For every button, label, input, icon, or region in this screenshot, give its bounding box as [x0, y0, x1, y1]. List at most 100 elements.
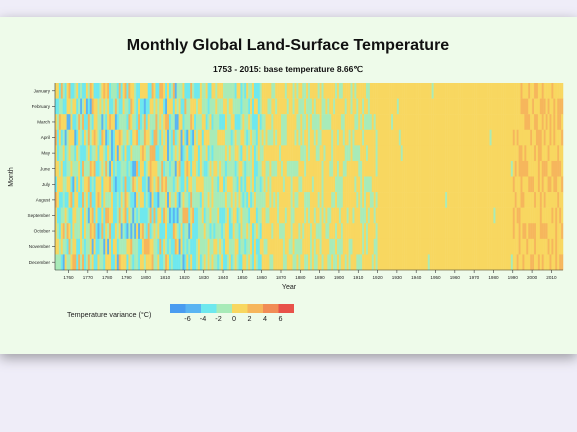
heatmap-cell: [506, 114, 510, 130]
heatmap-cell: [157, 192, 160, 208]
heatmap-cell: [381, 114, 384, 130]
heatmap-cell: [371, 223, 374, 240]
heatmap-cell: [157, 83, 160, 99]
heatmap-cell: [383, 114, 386, 130]
heatmap-cell: [420, 145, 423, 162]
heatmap-cell: [532, 238, 535, 255]
heatmap-cell: [308, 160, 311, 177]
heatmap-cell: [149, 176, 152, 193]
heatmap-cell: [352, 207, 355, 224]
heatmap-cell: [194, 129, 197, 146]
heatmap-cell: [400, 83, 403, 99]
heatmap-cell: [267, 238, 270, 255]
heatmap-cell: [350, 223, 353, 240]
heatmap-cell: [141, 83, 145, 99]
heatmap-cell: [491, 129, 494, 146]
heatmap-cell: [315, 114, 318, 130]
heatmap-cell: [224, 160, 228, 177]
heatmap-cell: [221, 238, 224, 255]
heatmap-cell: [323, 223, 326, 240]
heatmap-cell: [530, 129, 533, 146]
heatmap-cell: [55, 223, 58, 240]
heatmap-cell: [489, 254, 492, 271]
heatmap-cell: [141, 160, 145, 177]
heatmap-cell: [197, 114, 201, 130]
heatmap-cell: [340, 254, 344, 271]
heatmap-cell: [205, 83, 208, 99]
heatmap-cell: [491, 176, 494, 193]
heatmap-cell: [516, 129, 519, 146]
heatmap-cell: [447, 223, 450, 240]
heatmap-cell: [91, 160, 94, 177]
heatmap-cell: [91, 254, 94, 271]
heatmap-cell: [561, 176, 564, 193]
heatmap-cell: [62, 238, 65, 255]
heatmap-cell: [329, 207, 332, 224]
heatmap-cell: [184, 238, 187, 255]
heatmap-cell: [72, 160, 75, 177]
heatmap-cell: [373, 160, 376, 177]
heatmap-cell: [530, 160, 533, 177]
heatmap-cell: [391, 192, 394, 208]
heatmap-cell: [165, 254, 168, 271]
heatmap-cell: [462, 98, 465, 115]
heatmap-cell: [516, 176, 519, 193]
heatmap-cell: [250, 114, 253, 130]
heatmap-cell: [265, 160, 268, 177]
heatmap-cell: [286, 83, 289, 99]
heatmap-cell: [168, 207, 172, 224]
heatmap-cell: [230, 254, 233, 271]
heatmap-cell: [431, 129, 434, 146]
heatmap-cell: [391, 207, 394, 224]
heatmap-cell: [70, 192, 73, 208]
heatmap-cell: [462, 129, 465, 146]
heatmap-cell: [246, 129, 249, 146]
heatmap-cell: [157, 223, 160, 240]
heatmap-cell: [408, 129, 411, 146]
heatmap-cell: [547, 114, 550, 130]
heatmap-cell: [197, 192, 201, 208]
heatmap-cell: [207, 254, 210, 271]
heatmap-cell: [186, 98, 189, 115]
heatmap-cell: [180, 129, 183, 146]
heatmap-cell: [99, 254, 102, 271]
heatmap-cell: [128, 83, 131, 99]
heatmap-cell: [93, 254, 96, 271]
heatmap-cell: [184, 192, 187, 208]
heatmap-cell: [383, 176, 386, 193]
heatmap-cell: [317, 207, 320, 224]
heatmap-cell: [501, 145, 504, 162]
heatmap-cell: [325, 207, 328, 224]
heatmap-cell: [358, 98, 361, 115]
heatmap-cell: [385, 83, 388, 99]
heatmap-cell: [87, 254, 91, 271]
legend-swatch: [201, 304, 217, 313]
heatmap-cell: [232, 238, 235, 255]
heatmap-cell: [313, 160, 317, 177]
heatmap-cell: [530, 83, 533, 99]
heatmap-cell: [483, 223, 486, 240]
heatmap-cell: [306, 145, 309, 162]
heatmap-cell: [371, 160, 374, 177]
heatmap-cell: [257, 114, 260, 130]
heatmap-cell: [474, 223, 477, 240]
heatmap-cell: [58, 114, 62, 130]
heatmap-cell: [443, 145, 446, 162]
heatmap-cell: [83, 98, 87, 115]
heatmap-cell: [362, 114, 365, 130]
heatmap-cell: [66, 207, 69, 224]
heatmap-cell: [80, 192, 83, 208]
heatmap-cell: [412, 83, 415, 99]
heatmap-cell: [559, 98, 562, 115]
heatmap-cell: [111, 83, 114, 99]
heatmap-cell: [130, 83, 133, 99]
heatmap-cell: [253, 160, 257, 177]
heatmap-cell: [273, 238, 276, 255]
heatmap-cell: [155, 160, 158, 177]
heatmap-cell: [242, 176, 245, 193]
heatmap-cell: [273, 223, 276, 240]
heatmap-cell: [545, 238, 548, 255]
heatmap-cell: [423, 83, 427, 99]
heatmap-cell: [226, 98, 230, 115]
heatmap-cell: [213, 192, 216, 208]
